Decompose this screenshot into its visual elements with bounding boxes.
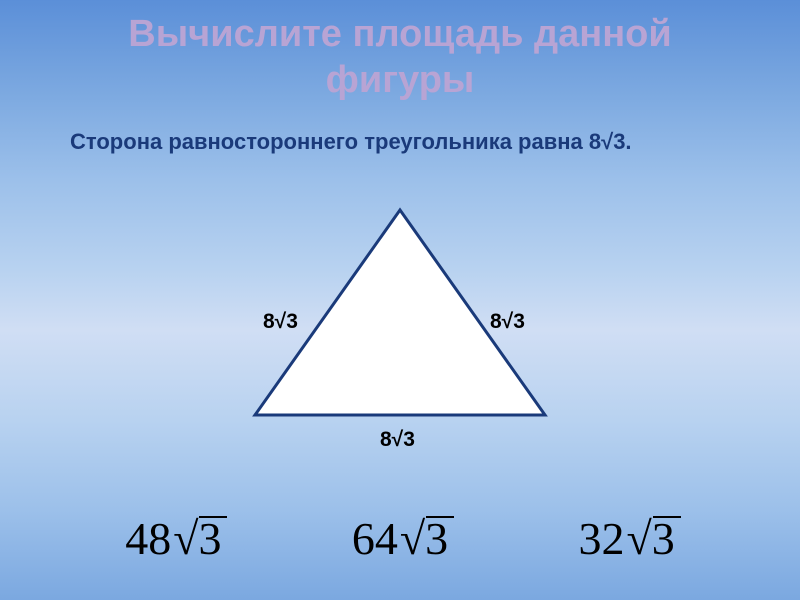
radical-icon: √ — [627, 513, 652, 564]
answer-coeff: 64 — [352, 512, 398, 565]
radicand: 3 — [198, 512, 221, 565]
title-line-2: фигуры — [326, 59, 475, 101]
radicand: 3 — [652, 512, 675, 565]
radical-icon: √ — [400, 513, 425, 564]
answer-options: 48√3 64√3 32√3 — [0, 512, 800, 565]
figure-container: 8√3 8√3 8√3 — [0, 200, 800, 460]
answer-option-3[interactable]: 32√3 — [579, 512, 675, 565]
answer-option-2[interactable]: 64√3 — [352, 512, 448, 565]
sqrt-expression: √3 — [400, 512, 448, 565]
sqrt-bar — [426, 516, 454, 518]
sqrt-bar — [199, 516, 227, 518]
problem-statement: Сторона равностороннего треугольника рав… — [70, 128, 730, 157]
sqrt-bar — [653, 516, 681, 518]
radicand: 3 — [425, 512, 448, 565]
side-label-left: 8√3 — [263, 310, 298, 334]
answer-coeff: 32 — [579, 512, 625, 565]
side-label-right: 8√3 — [490, 310, 525, 334]
answer-option-1[interactable]: 48√3 — [125, 512, 221, 565]
sqrt-expression: √3 — [173, 512, 221, 565]
title-line-1: Вычислите площадь данной — [128, 13, 672, 55]
sqrt-expression: √3 — [627, 512, 675, 565]
answer-coeff: 48 — [125, 512, 171, 565]
side-label-bottom: 8√3 — [380, 428, 415, 452]
radical-icon: √ — [173, 513, 198, 564]
page-title: Вычислите площадь данной фигуры — [0, 12, 800, 103]
